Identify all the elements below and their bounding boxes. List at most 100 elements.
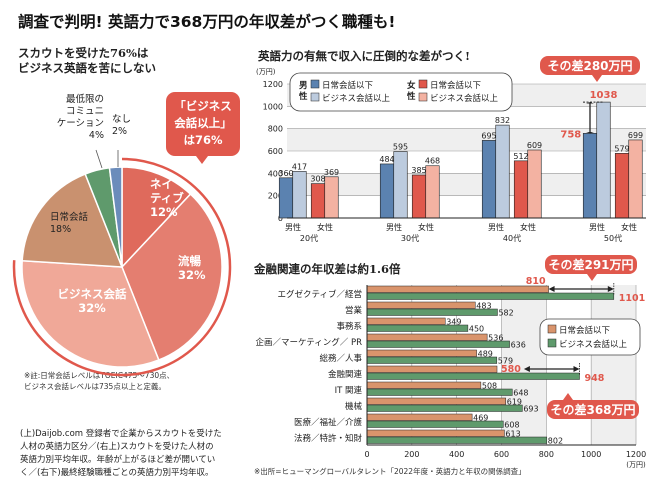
data-label: 608: [504, 421, 519, 430]
y-tick-label: 800: [268, 125, 283, 134]
bar: [425, 165, 440, 219]
pie-label: 12%: [150, 205, 178, 219]
gender-label: 女性: [621, 222, 637, 232]
category-label: 30代: [401, 233, 419, 243]
y-tick-label: 600: [268, 147, 283, 156]
x-tick-label: 200: [404, 450, 419, 459]
data-label: 699: [628, 131, 643, 140]
bar: [366, 349, 477, 357]
data-label: 582: [498, 309, 513, 318]
age-chart-title: 英語力の有無で収入に圧倒的な差がつく!: [258, 49, 471, 63]
data-label: 595: [393, 143, 408, 152]
job-callout-top-text: その差291万円: [548, 257, 633, 272]
bar: [366, 356, 498, 364]
grid-band: [287, 173, 646, 196]
y-tick-label: 0: [278, 214, 283, 223]
bar: [628, 139, 643, 219]
bar: [513, 160, 529, 219]
data-label: 580: [501, 364, 521, 375]
data-label: 695: [481, 131, 496, 140]
bar: [366, 429, 505, 437]
arrow-head: [548, 286, 555, 292]
pie-subtitle-line: スカウトを受けた76%は: [18, 46, 149, 60]
job-callout-bottom-text: その差368万円: [550, 402, 635, 417]
legend-gender: 女: [407, 80, 416, 91]
legend-label: 日常会話以下: [559, 325, 611, 336]
job-callout-bottom: その差368万円: [547, 393, 639, 419]
job-callout-top-bubble: [545, 255, 637, 274]
category-label: 40代: [503, 233, 521, 243]
legend-swatch: [418, 92, 428, 102]
data-label: 1038: [590, 90, 618, 101]
note-line: ※註:日常会話レベルはTOEIC475〜730点、: [24, 371, 175, 380]
pie-callout-tip: [196, 156, 208, 164]
legend-swatch: [310, 79, 320, 89]
pie-label: なし: [112, 114, 131, 125]
grid-band: [287, 128, 646, 151]
data-label: 1101: [619, 293, 645, 304]
pie-label: 4%: [89, 130, 104, 141]
bar: [596, 101, 611, 219]
bar: [366, 436, 548, 444]
bar: [366, 285, 549, 293]
pie-label: 流暢: [178, 254, 201, 268]
bar: [366, 324, 469, 332]
pie-highlight-arc: [12, 157, 232, 377]
legend-swatch: [418, 79, 428, 89]
legend-box: [539, 318, 641, 356]
job-chart-title: 金融関連の年収差は約1.6倍: [254, 262, 401, 276]
y-tick-label: 200: [268, 192, 283, 201]
data-label: 349: [446, 318, 461, 327]
data-label: 948: [585, 373, 605, 384]
bar: [495, 124, 510, 219]
pie-label: 32%: [78, 301, 106, 315]
bar: [366, 397, 507, 405]
data-label: 369: [324, 168, 339, 177]
data-label: 613: [505, 430, 520, 439]
y-tick-label: 1200: [263, 80, 283, 89]
x-tick-label: 1200: [626, 450, 646, 459]
arrow-head: [573, 366, 580, 372]
data-label: 648: [513, 389, 528, 398]
category-label: 法務／特許・知財: [294, 433, 363, 444]
data-label: 508: [482, 382, 497, 391]
caption-line: 人材の英語力区分／(右上)スカウトを受けた人材の: [20, 442, 214, 452]
data-label: 810: [526, 276, 546, 287]
data-label: 832: [495, 116, 510, 125]
y-tick-label: 400: [268, 169, 283, 178]
pie-label: ネイ: [150, 177, 173, 191]
caption-line: く／(右下)最終経験職種ごとの英語力別平均年収。: [20, 468, 214, 478]
age-callout: その差280万円: [540, 56, 640, 82]
bar: [366, 381, 482, 389]
data-label: 469: [473, 414, 488, 423]
legend-box: [289, 72, 513, 112]
caption-line: 英語力別平均年収。年齢が上がるほど差が開いてい: [20, 455, 216, 465]
bar: [310, 183, 326, 219]
bar: [379, 163, 395, 219]
category-label: 営業: [345, 305, 363, 316]
legend-gender: 男: [299, 81, 308, 91]
category-label: 機械: [345, 401, 363, 412]
job-callout-bottom-bubble: [547, 400, 639, 419]
legend-swatch: [310, 92, 320, 102]
y-unit-label: (万円): [256, 68, 276, 76]
pie-callout-bubble: [166, 92, 240, 156]
pie-label: 2%: [112, 126, 127, 137]
bar: [481, 140, 497, 219]
bar: [366, 340, 510, 348]
pie-label: コミュニ: [66, 106, 104, 117]
caption-line: (上)Daijob.com 登録者で企業からスカウトを受けた: [20, 429, 222, 439]
pie-callout-text: は76%: [183, 133, 223, 147]
pie-subtitle: スカウトを受けた76%は ビジネス英語を苦にしない: [18, 46, 156, 76]
caption: (上)Daijob.com 登録者で企業からスカウトを受けた 人材の英語力区分／…: [20, 428, 222, 480]
gender-label: 男性: [589, 222, 605, 232]
x-tick-label: 0: [364, 450, 369, 459]
leader-line: [95, 149, 103, 169]
bar: [393, 151, 408, 219]
pie-callout-text: 「ビジネス: [174, 99, 232, 113]
pie-slice: [121, 193, 223, 361]
category-label: エグゼクティブ／経営: [278, 289, 363, 300]
gender-label: 男性: [285, 222, 301, 232]
